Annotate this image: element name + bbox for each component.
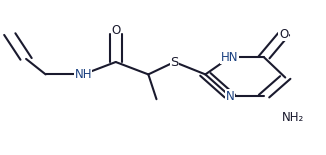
Text: NH₂: NH₂ (282, 111, 304, 124)
Text: NH: NH (74, 68, 92, 81)
Text: S: S (170, 55, 179, 69)
Text: HN: HN (221, 51, 239, 64)
Text: O: O (111, 24, 120, 38)
Text: O: O (279, 28, 288, 41)
Text: N: N (226, 90, 234, 103)
